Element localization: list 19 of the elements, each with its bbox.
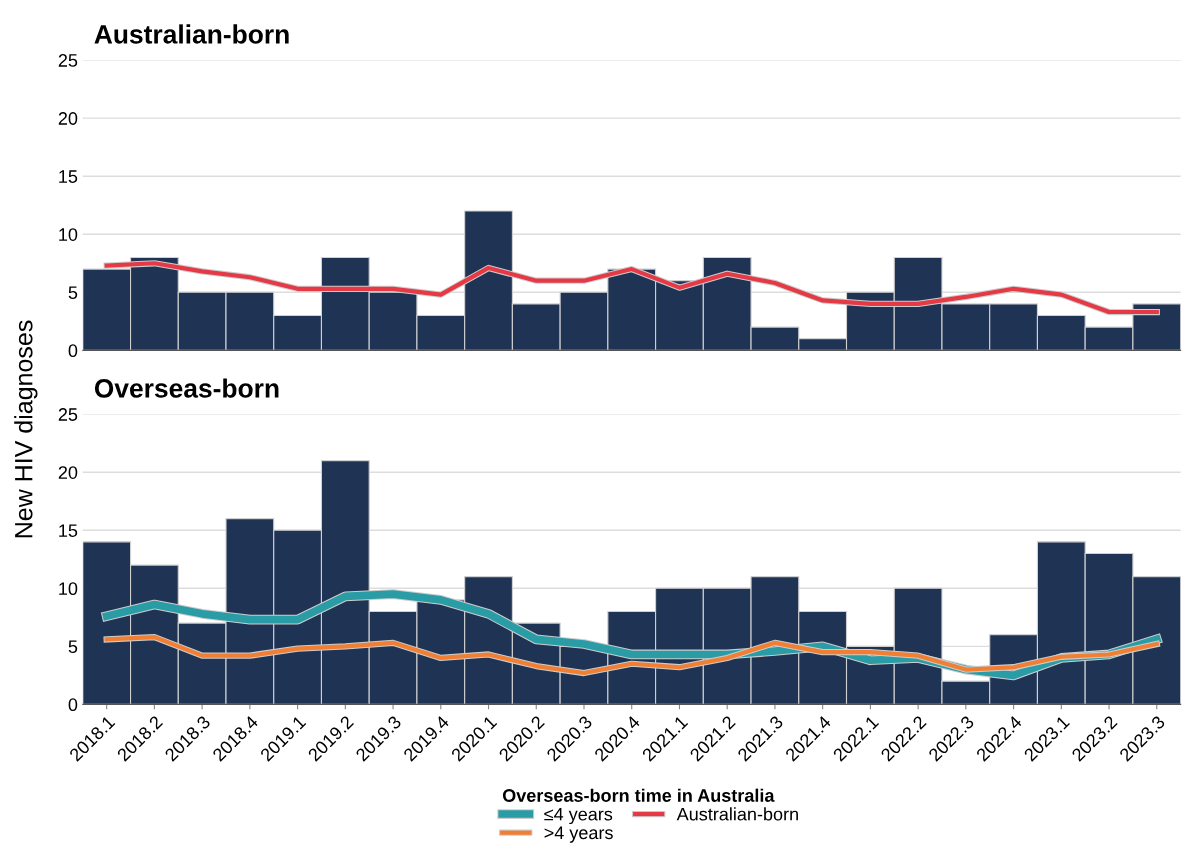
chart-title: Australian-born [94,24,289,44]
y-tick-label: 0 [68,344,78,358]
y-tick-label: 10 [59,228,78,241]
legend-label: >4 years [544,826,613,843]
y-tick-label: 10 [59,582,78,596]
y-tick-label: 5 [68,286,78,300]
chart-title: Overseas-born [94,378,279,398]
legend-title: Overseas-born time in Australia [502,788,775,802]
y-tick-label: 0 [68,698,78,712]
y-tick-label: 15 [59,524,78,537]
legend-label: Australian-born [676,807,798,821]
y-tick-label: 25 [58,54,78,67]
y-tick-label: 20 [58,112,78,125]
y-tick-label: 5 [68,640,78,654]
y-tick-label: 20 [58,466,78,479]
y-tick-label: 25 [58,408,78,421]
y-tick-label: 15 [59,170,78,183]
legend-label: ≤4 years [544,807,613,825]
y-axis-title: New HIV diagnoses [14,320,38,538]
